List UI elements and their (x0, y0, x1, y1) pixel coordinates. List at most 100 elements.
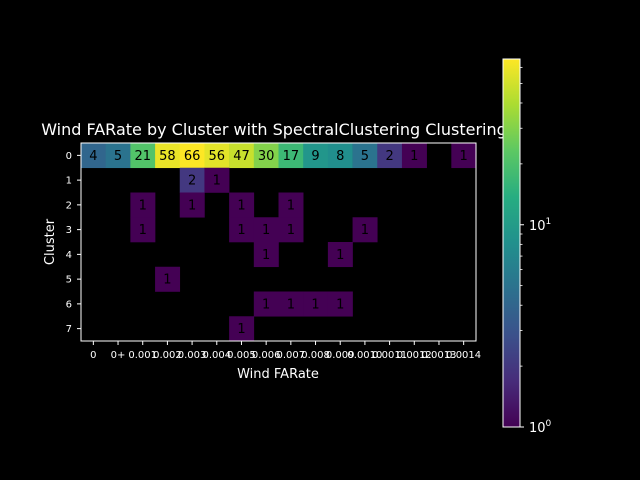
heatmap-cell (229, 143, 255, 169)
cell-value-label: 1 (237, 198, 245, 213)
cell-value-label: 2 (188, 174, 196, 189)
heatmap-cells (81, 143, 477, 342)
heatmap-cell (327, 242, 353, 268)
cell-value-label: 5 (114, 149, 122, 164)
x-tick-label: 0.008 (301, 350, 330, 361)
cell-value-label: 1 (287, 223, 295, 238)
heatmap-cell (278, 143, 304, 169)
y-tick-label: 7 (66, 324, 72, 335)
heatmap-cell (155, 143, 181, 169)
heatmap-cell (105, 143, 131, 169)
x-axis-ticks: 0 0+ 0.0010.0020.0030.0040.0050.0060.0070.… (90, 341, 481, 361)
heatmap-cell (253, 143, 279, 169)
x-tick-label: 0.007 (277, 350, 306, 361)
heatmap-cell (81, 143, 106, 169)
heatmap-cell (451, 143, 477, 169)
x-tick-label: 0.005 (227, 350, 256, 361)
heatmap-cell (278, 217, 304, 243)
heatmap-cell (155, 266, 181, 292)
y-axis-ticks: 0 1 2 3 4 5 6 7 (66, 151, 81, 335)
cell-value-label: 8 (336, 149, 344, 164)
heatmap-cell (303, 143, 329, 169)
cell-value-label: 1 (336, 248, 344, 263)
x-tick-label: 0.001 (128, 350, 157, 361)
cell-value-label: 30 (258, 149, 275, 164)
cell-value-label: 1 (262, 248, 270, 263)
heatmap-cell (377, 143, 403, 169)
chart-title: Wind FARate by Cluster with SpectralClus… (41, 120, 507, 139)
cell-value-label: 1 (163, 273, 171, 288)
cell-value-label: 56 (209, 149, 226, 164)
cell-value-label: 1 (237, 223, 245, 238)
heatmap-cell (229, 316, 255, 342)
cell-value-label: 1 (139, 198, 147, 213)
cell-value-labels: 4 5 21 58 66 56 47 30 17 9 8 5 2 1 12 11 1 1 11 1 1 1 11 111 1 1 1… (89, 149, 468, 337)
x-tick-label: 0.004 (202, 350, 231, 361)
heatmap-cell (327, 291, 353, 317)
cell-value-label: 1 (336, 297, 344, 312)
cell-value-label: 1 (460, 149, 468, 164)
cell-value-label: 4 (89, 149, 97, 164)
x-tick-label: 0+ (111, 350, 126, 361)
x-tick-label: 0.0011 (372, 350, 407, 361)
cell-value-label: 1 (188, 198, 196, 213)
heatmap-cell (204, 143, 230, 169)
x-tick-label: 0.0014 (446, 350, 481, 361)
y-tick-label: 2 (66, 200, 72, 211)
cell-value-label: 1 (213, 174, 221, 189)
heatmap-cell (204, 167, 230, 193)
heatmap-cell (352, 143, 378, 169)
x-tick-label: 0 (90, 350, 96, 361)
cell-value-label: 1 (262, 297, 270, 312)
cell-value-label: 17 (283, 149, 300, 164)
cell-value-label: 66 (184, 149, 201, 164)
y-axis-label: Cluster (43, 218, 58, 265)
heatmap-cell (179, 143, 205, 169)
x-tick-label: 0.003 (178, 350, 207, 361)
x-tick-label: 0.0010 (347, 350, 382, 361)
heatmap-cell (352, 217, 378, 243)
heatmap-cell (130, 143, 156, 169)
heatmap-cell (253, 217, 279, 243)
colorbar-tick-label: 100 (529, 419, 552, 436)
cell-value-label: 9 (311, 149, 319, 164)
heatmap-cell (401, 143, 427, 169)
cell-value-label: 2 (385, 149, 393, 164)
cell-value-label: 1 (237, 322, 245, 337)
cell-value-label: 1 (287, 198, 295, 213)
y-tick-label: 6 (66, 299, 72, 310)
colorbar: 100 101 (502, 58, 552, 436)
heatmap-cell (303, 291, 329, 317)
y-tick-label: 1 (66, 176, 72, 187)
x-tick-label: 0.0013 (421, 350, 456, 361)
heatmap-cell (229, 217, 255, 243)
cell-value-label: 1 (262, 223, 270, 238)
heatmap-cell (278, 291, 304, 317)
x-axis-label: Wind FARate (237, 367, 319, 382)
cell-value-label: 1 (139, 223, 147, 238)
y-tick-label: 3 (66, 225, 72, 236)
heatmap-cell (327, 143, 353, 169)
x-tick-label: 0.009 (326, 350, 355, 361)
heatmap-cell (253, 242, 279, 268)
heatmap-cell (179, 192, 205, 218)
x-tick-label: 0.002 (153, 350, 182, 361)
heatmap-cell (278, 192, 304, 218)
heatmap-cell (229, 192, 255, 218)
colorbar-tick-label: 101 (529, 217, 551, 234)
cell-value-label: 58 (159, 149, 176, 164)
y-tick-label: 4 (66, 250, 72, 261)
cell-value-label: 1 (311, 297, 319, 312)
heatmap-cell (253, 291, 279, 317)
x-tick-label: 0.0012 (397, 350, 432, 361)
heatmap-cell (130, 217, 156, 243)
cell-value-label: 1 (287, 297, 295, 312)
cell-value-label: 5 (361, 149, 369, 164)
y-tick-label: 5 (66, 275, 72, 286)
cell-value-label: 47 (233, 149, 250, 164)
x-tick-label: 0.006 (252, 350, 281, 361)
plot-frame (80, 142, 477, 342)
cell-value-label: 1 (410, 149, 418, 164)
y-tick-label: 0 (66, 151, 72, 162)
